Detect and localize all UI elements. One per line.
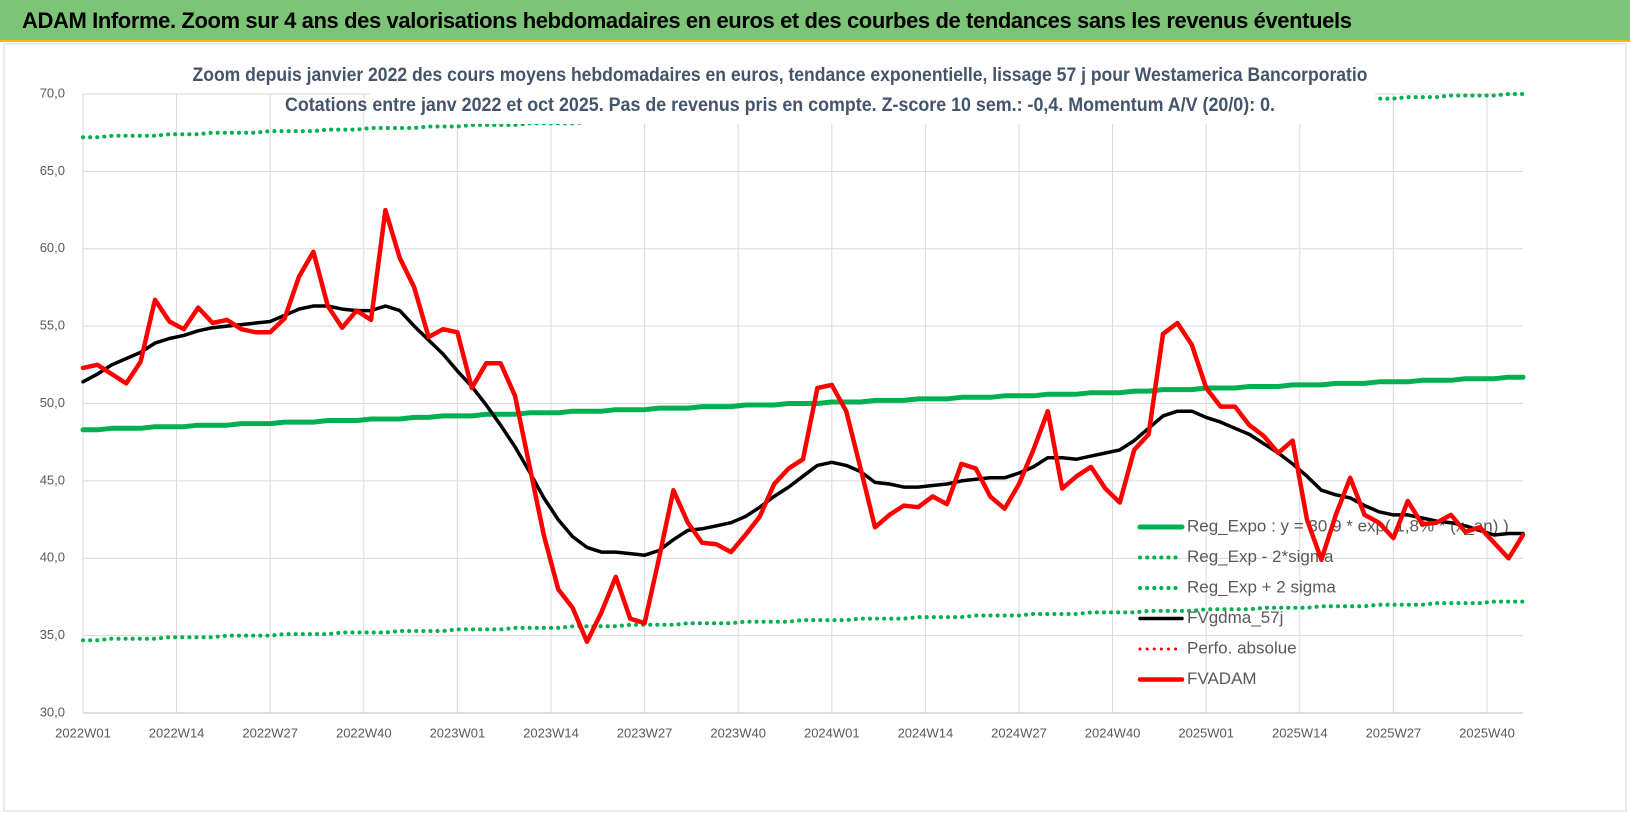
legend-label: Reg_Exp - 2*sigma (1187, 547, 1334, 566)
y-tick-label: 45,0 (40, 472, 65, 487)
legend: Reg_Expo : y = 30,9 * exp( 1,8% * (x_an)… (1137, 516, 1509, 688)
y-tick-label: 60,0 (40, 240, 65, 255)
title-backing (370, 58, 1375, 124)
series-line (81, 304, 1525, 557)
x-tick-label: 2025W27 (1366, 725, 1422, 740)
y-tick-label: 70,0 (40, 85, 65, 100)
x-tick-label: 2024W40 (1085, 725, 1141, 740)
x-tick-label: 2023W01 (430, 725, 486, 740)
y-tick-label: 35,0 (40, 627, 65, 642)
x-tick-label: 2022W14 (149, 725, 205, 740)
header: ADAM Informe. Zoom sur 4 ans des valoris… (0, 0, 1630, 42)
legend-label: Perfo. absolue (1187, 638, 1297, 657)
legend-label: FVADAM (1187, 669, 1257, 688)
y-tick-label: 65,0 (40, 163, 65, 178)
x-tick-label: 2025W14 (1272, 725, 1328, 740)
x-tick-label: 2022W40 (336, 725, 392, 740)
x-tick-label: 2024W27 (991, 725, 1047, 740)
x-tick-label: 2023W27 (617, 725, 673, 740)
series-line (80, 374, 1526, 433)
legend-label: Reg_Expo : y = 30,9 * exp( 1,8% * (x_an)… (1187, 516, 1509, 535)
header-title: ADAM Informe. Zoom sur 4 ans des valoris… (22, 8, 1352, 33)
x-tick-label: 2024W01 (804, 725, 860, 740)
chart: 30,0 35,0 40,0 45,0 50,0 55,0 60,0 65,0 70,0 2022… (3, 43, 1627, 812)
x-tick-label: 2022W27 (242, 725, 298, 740)
x-tick-label: 2022W01 (55, 725, 111, 740)
x-tick-label: 2025W40 (1459, 725, 1515, 740)
chart-frame (3, 43, 1627, 812)
y-tick-label: 40,0 (40, 550, 65, 565)
x-tick-label: 2024W14 (898, 725, 954, 740)
x-tick-label: 2023W40 (710, 725, 766, 740)
chart-title: Zoom depuis janvier 2022 des cours moyen… (193, 65, 1368, 86)
x-tick-label: 2023W14 (523, 725, 579, 740)
chart-subtitle: Cotations entre janv 2022 et oct 2025. P… (285, 95, 1275, 116)
y-tick-label: 30,0 (40, 704, 65, 719)
y-tick-label: 50,0 (40, 395, 65, 410)
y-tick-label: 55,0 (40, 318, 65, 333)
series-line (81, 599, 1525, 643)
legend-label: Reg_Exp + 2 sigma (1187, 577, 1336, 596)
series-line (80, 207, 1526, 645)
legend-label: FVgdma_57j (1187, 608, 1283, 627)
x-tick-label: 2025W01 (1178, 725, 1234, 740)
